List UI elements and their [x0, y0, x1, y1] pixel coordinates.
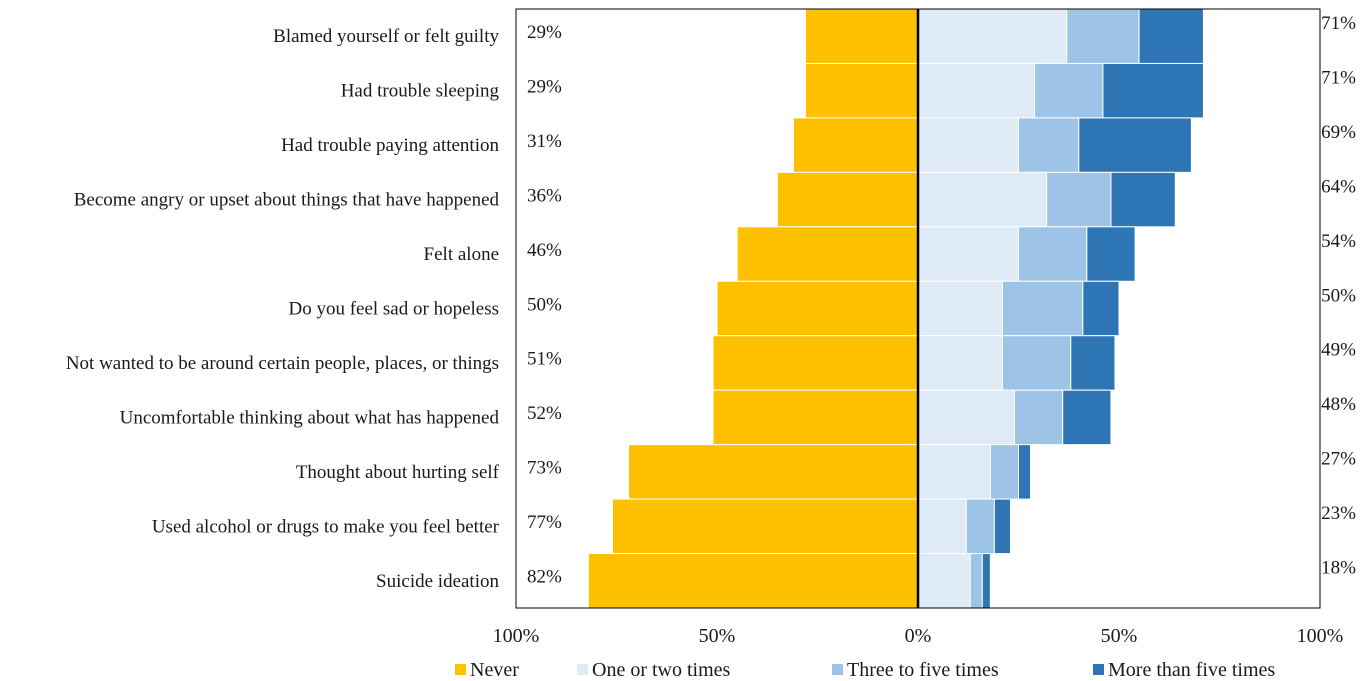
bar-more-than-five-times-1: [1138, 8, 1204, 64]
right-percent-label: 48%: [1321, 394, 1356, 415]
right-percent-label: 71%: [1321, 67, 1356, 88]
bars-group: [587, 8, 1204, 609]
left-percent-label: 29%: [527, 22, 562, 43]
right-percent-label: 54%: [1321, 231, 1356, 252]
bar-three-to-five-times-9: [989, 444, 1019, 500]
left-percent-label: 36%: [527, 185, 562, 206]
right-percent-label: 50%: [1321, 285, 1356, 306]
category-label: Used alcohol or drugs to make you feel b…: [152, 516, 500, 537]
left-percent-label: 50%: [527, 294, 562, 315]
category-label: Had trouble paying attention: [281, 135, 499, 156]
bar-three-to-five-times-3: [1018, 117, 1080, 173]
legend: Never One or two times Three to five times…: [455, 659, 1275, 681]
category-label: Not wanted to be around certain people, …: [66, 353, 499, 374]
right-percent-label: 49%: [1321, 340, 1356, 361]
bar-never-3: [792, 117, 919, 173]
left-percent-label: 77%: [527, 512, 562, 533]
legend-label-more-than-five-times: More than five times: [1108, 659, 1275, 681]
left-percent-label: 73%: [527, 458, 562, 479]
category-label: Felt alone: [424, 244, 499, 265]
legend-swatch-more-than-five-times: [1093, 664, 1104, 675]
left-percent-label: 52%: [527, 403, 562, 424]
bar-more-than-five-times-11: [981, 553, 991, 609]
x-tick-label: 100%: [493, 625, 540, 647]
category-label: Had trouble sleeping: [341, 81, 500, 102]
right-percent-label: 71%: [1321, 13, 1356, 34]
right-percent-label: 27%: [1321, 449, 1356, 470]
bar-one-or-two-times-11: [917, 553, 971, 609]
x-tick-label: 50%: [1101, 625, 1138, 647]
legend-swatch-three-to-five-times: [832, 664, 843, 675]
bar-never-8: [712, 389, 919, 446]
bar-more-than-five-times-10: [993, 498, 1011, 555]
bar-one-or-two-times-6: [917, 280, 1003, 337]
bar-more-than-five-times-8: [1062, 389, 1112, 446]
right-percent-label: 18%: [1321, 558, 1356, 579]
bar-one-or-two-times-5: [917, 226, 1019, 282]
legend-swatch-never: [455, 664, 466, 675]
category-label: Suicide ideation: [376, 571, 499, 592]
bar-never-1: [804, 8, 919, 64]
bar-more-than-five-times-9: [1018, 444, 1032, 500]
bar-more-than-five-times-6: [1082, 280, 1120, 337]
category-label: Become angry or upset about things that …: [74, 190, 500, 211]
right-percent-label: 69%: [1321, 122, 1356, 143]
category-label: Do you feel sad or hopeless: [288, 299, 499, 320]
bar-three-to-five-times-4: [1046, 171, 1112, 228]
left-percent-label: 31%: [527, 131, 562, 152]
bar-never-2: [804, 62, 919, 119]
bar-three-to-five-times-7: [1001, 335, 1072, 391]
bar-three-to-five-times-2: [1034, 62, 1104, 119]
right-percent-label: 64%: [1321, 176, 1356, 197]
bar-one-or-two-times-4: [917, 171, 1048, 228]
category-label: Uncomfortable thinking about what has ha…: [120, 407, 500, 428]
left-percent-label: 29%: [527, 76, 562, 97]
bar-one-or-two-times-8: [917, 389, 1015, 446]
bar-one-or-two-times-9: [917, 444, 991, 500]
left-percent-label: 82%: [527, 567, 562, 588]
bar-never-7: [712, 335, 919, 391]
right-percent-label: 23%: [1321, 503, 1356, 524]
legend-label-three-to-five-times: Three to five times: [847, 659, 999, 681]
legend-label-never: Never: [470, 659, 519, 681]
x-axis-ticks: 100% 50% 0% 50% 100%: [493, 625, 1344, 647]
category-labels: Blamed yourself or felt guilty Had troubl…: [66, 26, 500, 592]
bar-three-to-five-times-8: [1013, 389, 1064, 446]
bar-more-than-five-times-7: [1070, 335, 1116, 391]
bar-three-to-five-times-1: [1066, 8, 1140, 64]
bar-never-4: [776, 171, 919, 228]
bar-never-9: [628, 444, 919, 500]
legend-swatch-one-or-two-times: [577, 664, 588, 675]
x-tick-label: 100%: [1297, 625, 1344, 647]
x-tick-label: 50%: [699, 625, 736, 647]
left-percent-label: 46%: [527, 240, 562, 261]
bar-one-or-two-times-7: [917, 335, 1003, 391]
bar-more-than-five-times-5: [1086, 226, 1136, 282]
bar-one-or-two-times-3: [917, 117, 1019, 173]
bar-one-or-two-times-2: [917, 62, 1036, 119]
bar-never-6: [716, 280, 919, 337]
bar-three-to-five-times-11: [969, 553, 983, 609]
bar-more-than-five-times-2: [1102, 62, 1204, 119]
category-label: Thought about hurting self: [296, 462, 500, 483]
x-tick-label: 0%: [905, 625, 932, 647]
bar-more-than-five-times-3: [1078, 117, 1192, 173]
legend-label-one-or-two-times: One or two times: [592, 659, 731, 681]
percent-labels: 29% 71% 29% 71% 31% 69% 36% 64% 46% 54% 50% 50% 51% 4…: [527, 13, 1356, 588]
bar-never-10: [611, 498, 919, 555]
bar-never-5: [736, 226, 919, 282]
bar-never-11: [587, 553, 919, 609]
bar-one-or-two-times-10: [917, 498, 967, 555]
bar-one-or-two-times-1: [917, 8, 1068, 64]
bar-three-to-five-times-6: [1001, 280, 1084, 337]
category-label: Blamed yourself or felt guilty: [273, 26, 499, 47]
bar-three-to-five-times-5: [1018, 226, 1088, 282]
left-percent-label: 51%: [527, 349, 562, 370]
bar-three-to-five-times-10: [965, 498, 995, 555]
bar-more-than-five-times-4: [1110, 171, 1176, 228]
